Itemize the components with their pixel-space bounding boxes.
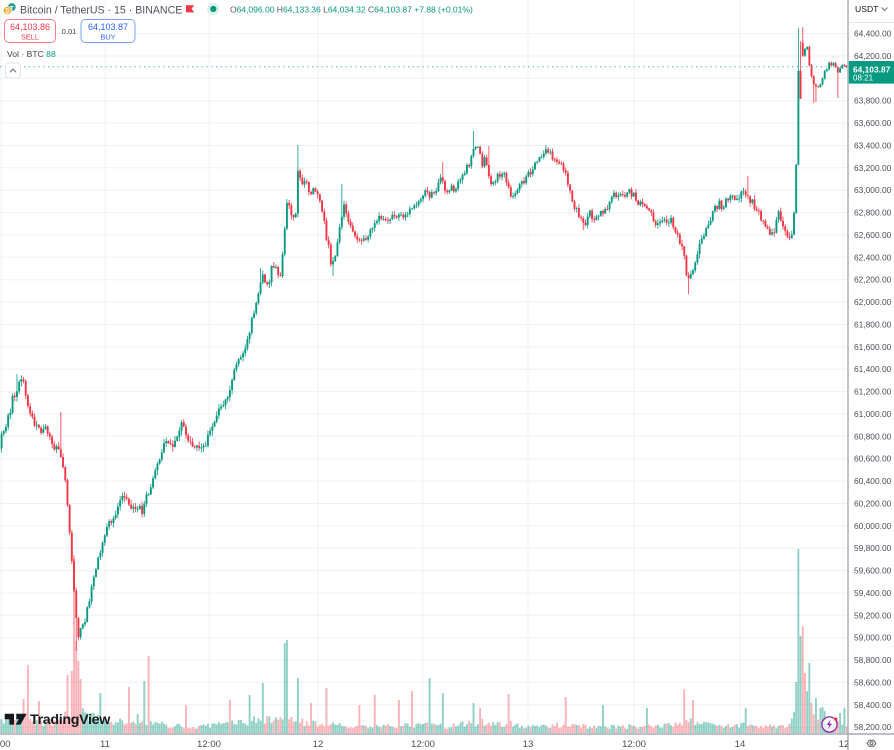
svg-text:63,600.00: 63,600.00	[854, 118, 892, 128]
svg-text:12: 12	[839, 739, 850, 750]
svg-text:59,200.00: 59,200.00	[854, 610, 892, 620]
svg-text:64,103.87: 64,103.87	[853, 64, 891, 74]
svg-text:64,400.00: 64,400.00	[854, 29, 892, 39]
svg-text:62,000.00: 62,000.00	[854, 297, 892, 307]
svg-text:64,103.86: 64,103.86	[10, 22, 50, 32]
svg-text:60,000.00: 60,000.00	[854, 521, 892, 531]
svg-text:Bitcoin / TetherUS · 15 · BINA: Bitcoin / TetherUS · 15 · BINANCE	[20, 5, 182, 17]
svg-text:08:21: 08:21	[853, 74, 874, 83]
svg-text:58,200.00: 58,200.00	[854, 722, 892, 732]
svg-text:60,200.00: 60,200.00	[854, 499, 892, 509]
svg-text:64,200.00: 64,200.00	[854, 51, 892, 61]
svg-text:Vol · BTC 88: Vol · BTC 88	[7, 49, 56, 59]
svg-text:58,600.00: 58,600.00	[854, 677, 892, 687]
svg-text:63,800.00: 63,800.00	[854, 96, 892, 106]
svg-text:62,200.00: 62,200.00	[854, 275, 892, 285]
svg-text:₿: ₿	[5, 8, 10, 15]
svg-text:12:00: 12:00	[197, 739, 221, 750]
svg-text:59,400.00: 59,400.00	[854, 588, 892, 598]
svg-text:58,800.00: 58,800.00	[854, 655, 892, 665]
svg-text:61,000.00: 61,000.00	[854, 409, 892, 419]
svg-text:62,800.00: 62,800.00	[854, 208, 892, 218]
svg-text:62,400.00: 62,400.00	[854, 252, 892, 262]
svg-text:59,800.00: 59,800.00	[854, 543, 892, 553]
svg-text:12: 12	[313, 739, 324, 750]
svg-text:59,600.00: 59,600.00	[854, 566, 892, 576]
svg-text:61,800.00: 61,800.00	[854, 320, 892, 330]
svg-text:59,000.00: 59,000.00	[854, 633, 892, 643]
svg-text:60,800.00: 60,800.00	[854, 431, 892, 441]
svg-text:64,103.87: 64,103.87	[88, 22, 128, 32]
svg-text:63,200.00: 63,200.00	[854, 163, 892, 173]
svg-text:O64,096.00 H64,133.36 L64,034.: O64,096.00 H64,133.36 L64,034.32 C64,103…	[230, 5, 473, 15]
svg-text:63,400.00: 63,400.00	[854, 141, 892, 151]
svg-text:11: 11	[100, 739, 110, 750]
svg-text:12:00: 12:00	[622, 739, 646, 750]
svg-text:14: 14	[735, 739, 746, 750]
svg-text:58,400.00: 58,400.00	[854, 700, 892, 710]
svg-text:0.01: 0.01	[62, 27, 77, 36]
svg-text:63,000.00: 63,000.00	[854, 185, 892, 195]
svg-text:61,600.00: 61,600.00	[854, 342, 892, 352]
svg-text:SELL: SELL	[21, 32, 39, 41]
svg-text:TradingView: TradingView	[30, 712, 111, 728]
svg-text:USDT: USDT	[855, 4, 879, 14]
svg-text:60,400.00: 60,400.00	[854, 476, 892, 486]
svg-text:61,400.00: 61,400.00	[854, 364, 892, 374]
svg-text:61,200.00: 61,200.00	[854, 387, 892, 397]
svg-text:60,600.00: 60,600.00	[854, 454, 892, 464]
svg-text:12:00: 12:00	[0, 739, 11, 750]
svg-text:BUY: BUY	[100, 32, 115, 41]
svg-text:12:00: 12:00	[411, 739, 435, 750]
svg-text:62,600.00: 62,600.00	[854, 230, 892, 240]
svg-text:13: 13	[523, 739, 534, 750]
